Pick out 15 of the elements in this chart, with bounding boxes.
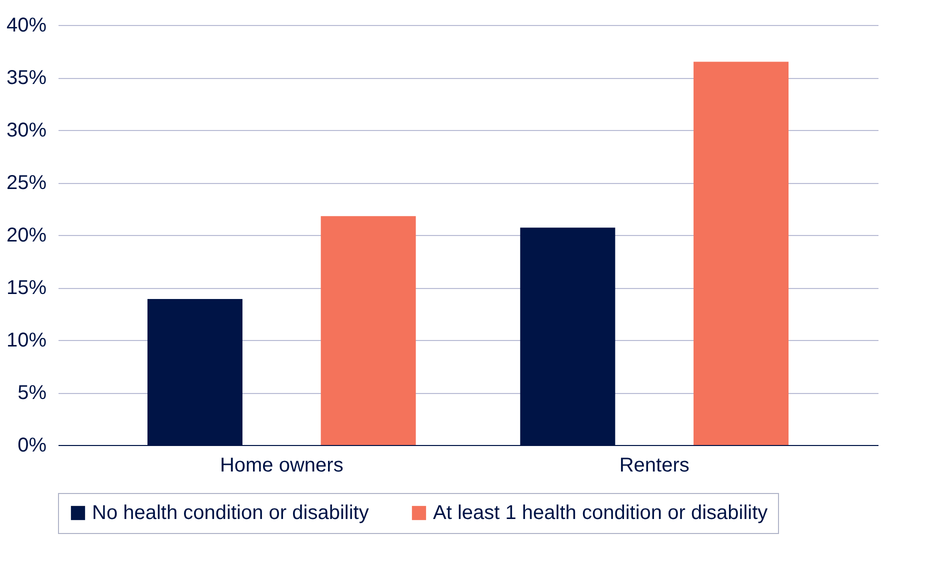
y-tick-label: 15%	[6, 277, 47, 299]
y-tick-label: 25%	[6, 172, 47, 194]
legend-label: At least 1 health condition or disability	[433, 502, 768, 524]
bar	[320, 216, 416, 445]
y-tick-label: 5%	[18, 382, 47, 404]
x-tick-label: Renters	[619, 454, 690, 476]
y-tick-label: 20%	[6, 224, 47, 246]
y-tick-label: 10%	[6, 330, 47, 352]
legend-label: No health condition or disability	[92, 502, 369, 524]
x-tick-label: Home owners	[220, 454, 344, 476]
y-tick-label: 40%	[6, 14, 47, 36]
y-tick-label: 30%	[6, 120, 47, 142]
y-tick-label: 35%	[6, 67, 47, 89]
y-tick-label: 0%	[18, 434, 47, 456]
bar	[694, 62, 789, 445]
